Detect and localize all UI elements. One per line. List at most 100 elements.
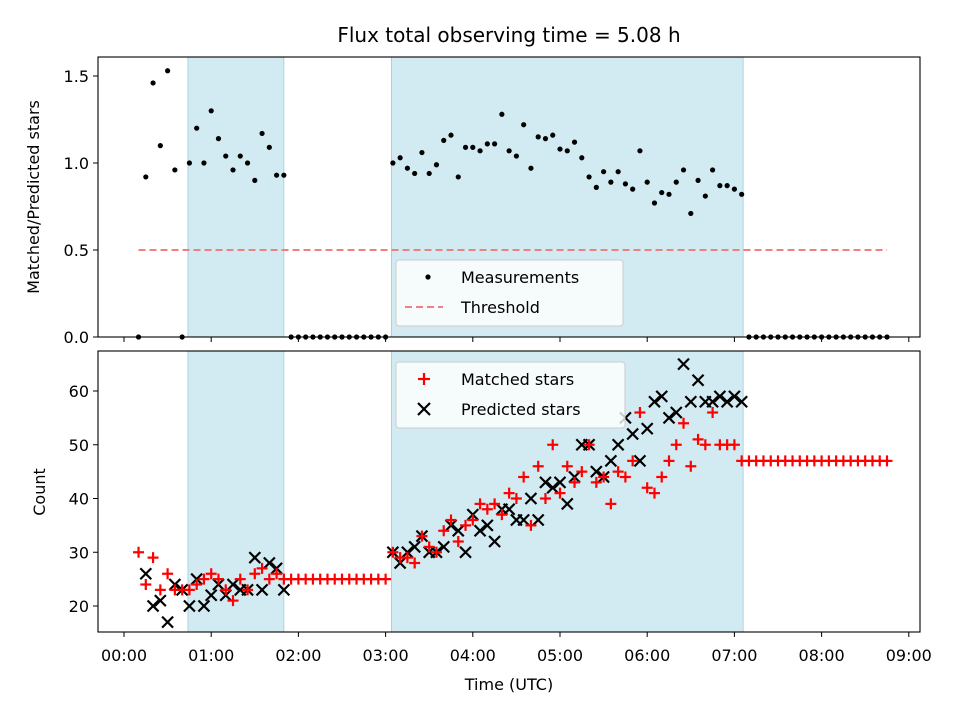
predicted-star-stroke <box>437 540 451 554</box>
matched-star-point <box>242 584 254 596</box>
predicted-star-stroke <box>720 395 734 409</box>
bottom-x-tick-label: 00:00 <box>101 646 147 665</box>
predicted-star-stroke <box>263 556 276 570</box>
predicted-star-point <box>728 390 741 403</box>
top-legend-box <box>395 259 624 327</box>
measurement-point <box>710 167 716 173</box>
predicted-star-stroke <box>706 395 719 409</box>
predicted-star-stroke <box>633 454 647 468</box>
measurement-point <box>550 132 556 138</box>
measurement-point <box>695 177 701 183</box>
matched-star-point <box>648 487 660 499</box>
predicted-star-stroke <box>481 519 494 532</box>
predicted-star-stroke <box>197 599 211 613</box>
measurement-point <box>608 179 614 185</box>
matched-star-point <box>401 552 413 564</box>
matched-star-point <box>656 471 668 483</box>
predicted-star-stroke <box>735 395 748 409</box>
predicted-star-stroke <box>677 357 690 371</box>
bottom-panel: 20 30 40 50 60 00:00 01:00 02:00 03:00 04:00 05:0… <box>30 350 932 694</box>
predicted-star-point <box>226 578 240 591</box>
matched-star-point <box>460 519 472 531</box>
measurement-point <box>281 172 287 178</box>
matched-star-point <box>212 573 224 585</box>
matched-star-point <box>554 487 566 499</box>
predicted-star-point <box>590 465 603 478</box>
predicted-star-point <box>539 476 552 489</box>
predicted-star-point <box>669 406 683 419</box>
predicted-star-point <box>255 583 269 597</box>
predicted-star-stroke <box>204 588 218 602</box>
predicted-star-stroke <box>691 373 705 387</box>
shaded-region-0 <box>187 350 285 633</box>
predicted-star-point <box>633 454 647 468</box>
matched-star-point <box>191 579 203 590</box>
predicted-star-point <box>277 583 291 597</box>
predicted-star-stroke <box>626 427 639 441</box>
predicted-star-stroke <box>146 599 160 613</box>
predicted-star-point <box>197 599 211 613</box>
predicted-star-point <box>735 395 748 409</box>
measurement-point <box>579 155 585 161</box>
matched-star-point <box>198 573 210 585</box>
predicted-star-point <box>248 551 262 564</box>
predicted-star-point <box>473 524 487 538</box>
measurement-point <box>404 165 410 171</box>
bottom-y-tick-label: 30 <box>69 543 89 562</box>
measurement-point <box>172 167 178 173</box>
measurement-point <box>571 139 578 145</box>
matched-star-point <box>183 584 195 596</box>
predicted-star-stroke <box>248 551 262 564</box>
measurement-point <box>637 148 643 154</box>
top-y-tick-label: 1.0 <box>64 154 89 173</box>
predicted-star-stroke <box>488 535 501 548</box>
predicted-star-point <box>713 390 727 403</box>
predicted-star-point <box>611 438 625 452</box>
matched-star-point <box>510 493 522 504</box>
bottom-y-tick-label: 20 <box>69 597 89 616</box>
bottom-axes-frame <box>97 350 921 633</box>
predicted-star-point <box>662 411 676 425</box>
bottom-x-tick-label: 09:00 <box>886 646 932 665</box>
measurement-point <box>252 177 258 183</box>
predicted-star-stroke <box>640 422 654 435</box>
matched-star-point <box>598 471 610 483</box>
predicted-star-stroke <box>546 481 560 495</box>
predicted-star-point <box>640 422 654 435</box>
matched-star-point <box>619 471 631 483</box>
matched-star-point <box>489 498 501 510</box>
measurement-point <box>601 169 607 175</box>
predicted-star-stroke <box>524 492 538 505</box>
legend-marker-measurements <box>425 274 431 280</box>
bottom-x-tick-label: 04:00 <box>450 646 496 665</box>
measurement-point <box>528 165 534 171</box>
predicted-star-point <box>451 524 465 538</box>
top-y-axis: 0.0 0.5 1.0 1.5 <box>64 67 98 347</box>
measurement-point <box>513 153 520 159</box>
matched-star-point <box>481 503 493 515</box>
matched-star-point <box>256 562 268 574</box>
measurement-point <box>201 160 207 166</box>
matched-star-point <box>641 482 653 494</box>
predicted-star-stroke <box>408 540 421 554</box>
matched-star-point <box>380 573 392 585</box>
legend-marker-predicted <box>417 402 431 416</box>
shaded-region-0 <box>187 56 285 338</box>
measurement-point <box>419 149 425 156</box>
legend-marker-matched <box>418 373 430 385</box>
matched-star-point <box>430 546 442 558</box>
top-axes-frame <box>97 56 921 338</box>
matched-star-point <box>627 455 639 467</box>
measurement-point <box>448 132 454 138</box>
predicted-star-point <box>488 535 501 548</box>
matched-star-point <box>496 509 508 521</box>
measurement-point <box>666 191 672 197</box>
measurement-point <box>644 179 650 185</box>
matched-star-point <box>445 514 457 526</box>
bottom-x-tick-label: 07:00 <box>711 646 757 665</box>
predicted-star-stroke <box>277 583 291 597</box>
predicted-star-stroke <box>553 476 567 489</box>
matched-star-point <box>140 579 152 590</box>
measurement-point <box>673 179 679 185</box>
measurement-point <box>244 160 251 166</box>
